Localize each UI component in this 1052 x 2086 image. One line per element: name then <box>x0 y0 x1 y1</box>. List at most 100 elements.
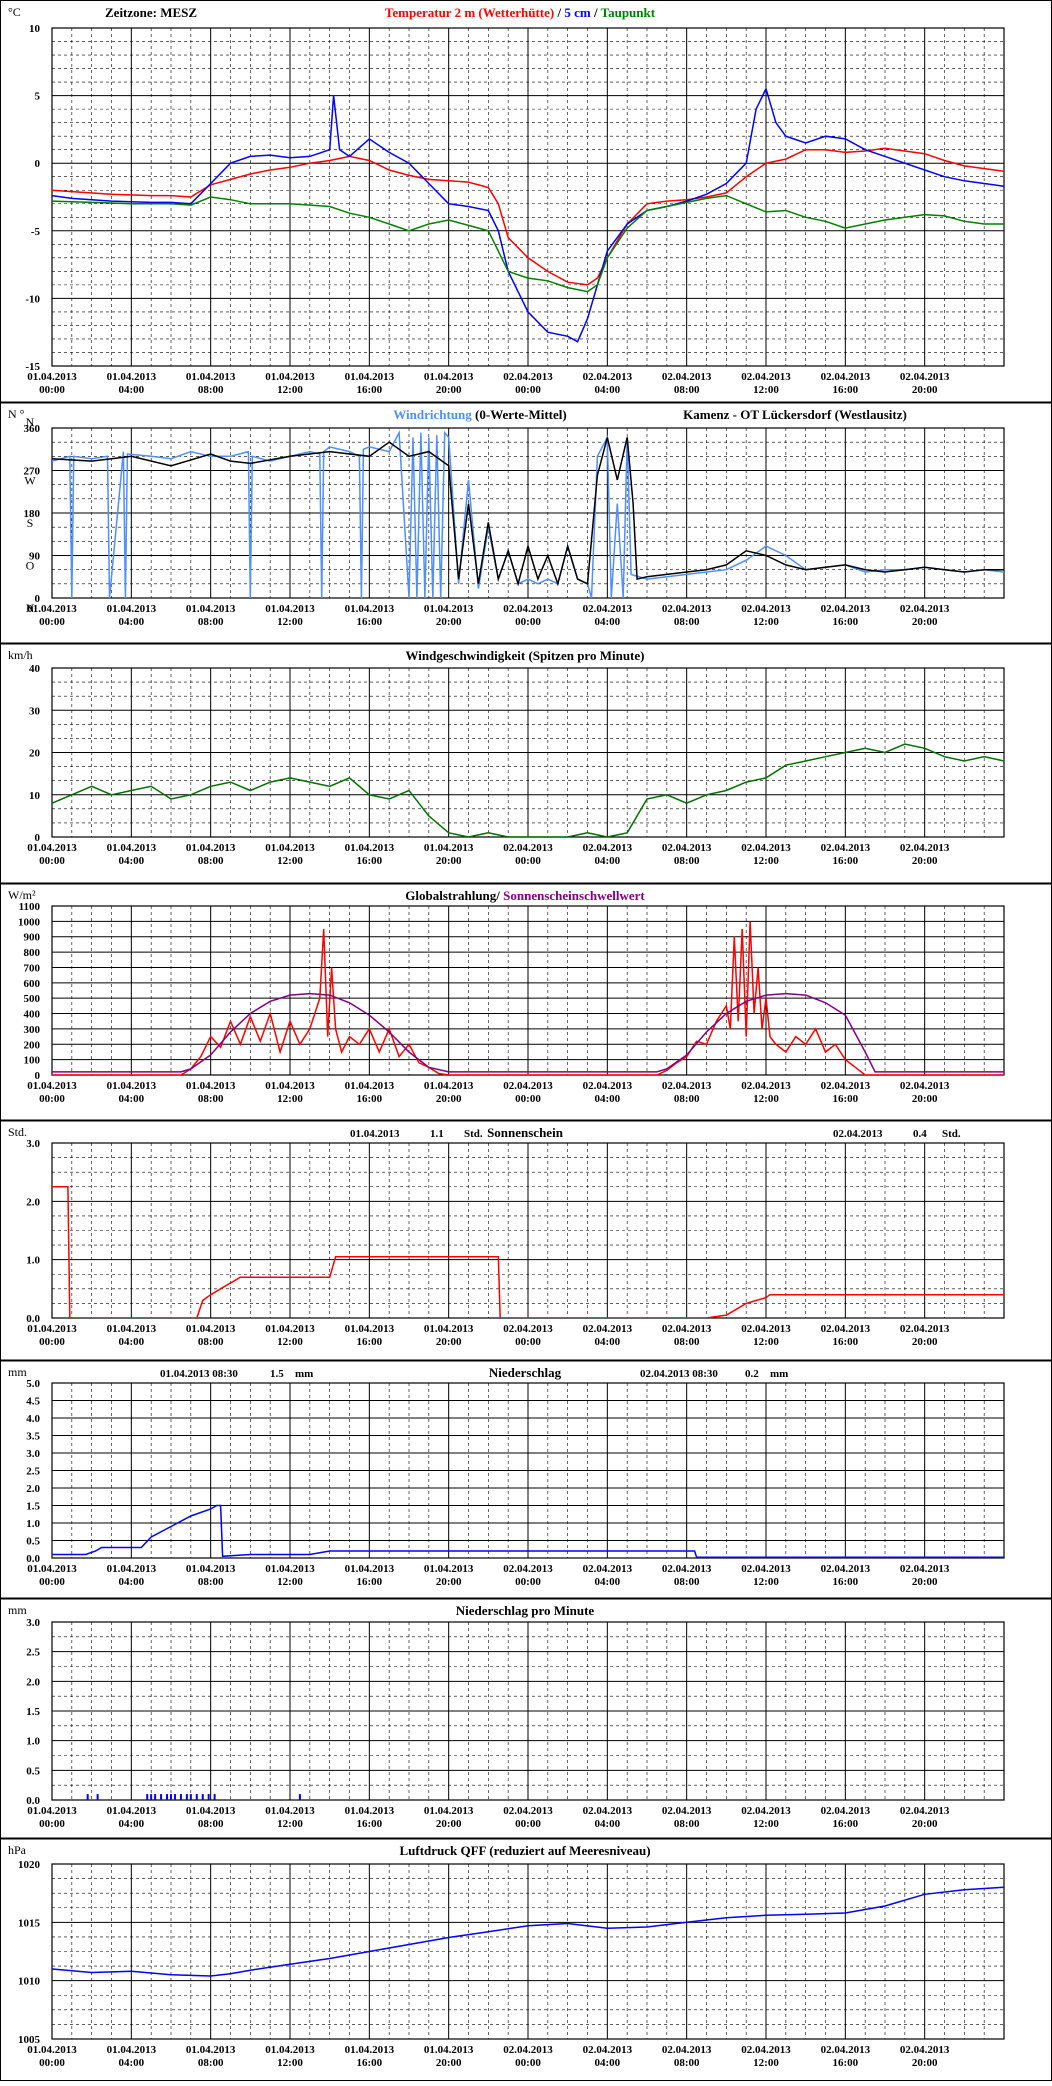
x-tick-time: 12:00 <box>277 384 303 396</box>
summary-date: 02.04.2013 08:30 <box>640 1368 718 1380</box>
x-tick-time: 04:00 <box>118 855 144 867</box>
x-tick-date: 02.04.2013 <box>503 1805 553 1817</box>
x-tick-time: 04:00 <box>594 384 620 396</box>
x-tick-time: 12:00 <box>277 1336 303 1348</box>
panel-pressure: 1020101510101005hPa01.04.201300:0001.04.… <box>0 1837 1052 2069</box>
y-tick-label: 1.0 <box>26 1518 40 1530</box>
unit-label: hPa <box>8 1843 27 1857</box>
x-tick-date: 02.04.2013 <box>900 1080 950 1092</box>
x-tick-date: 02.04.2013 <box>900 603 950 615</box>
y-tick-label: 10 <box>29 23 41 35</box>
y-tick-label: 2.0 <box>26 1483 40 1495</box>
x-tick-date: 02.04.2013 <box>900 1563 950 1575</box>
x-tick-time: 08:00 <box>198 616 224 628</box>
y-tick-label: 200 <box>24 1039 41 1051</box>
x-tick-date: 02.04.2013 <box>662 1563 712 1575</box>
x-tick-time: 20:00 <box>912 855 938 867</box>
series-line-pressure-0 <box>52 1886 1004 1977</box>
y-direction-letter: W <box>24 474 36 488</box>
x-tick-time: 20:00 <box>436 384 462 396</box>
y-tick-label: 1.0 <box>26 1255 40 1267</box>
x-tick-time: 20:00 <box>912 616 938 628</box>
plot-frame <box>51 1863 1005 2040</box>
x-tick-date: 02.04.2013 <box>503 603 553 615</box>
summary-value: 0.4 <box>913 1128 927 1140</box>
x-tick-date: 01.04.2013 <box>265 1323 315 1335</box>
y-tick-label: 0 <box>35 1070 41 1082</box>
x-tick-time: 12:00 <box>753 384 779 396</box>
x-tick-date: 01.04.2013 <box>107 603 157 615</box>
x-tick-time: 16:00 <box>356 1818 382 1830</box>
y-tick-label: 4.5 <box>26 1396 40 1408</box>
x-tick-date: 01.04.2013 <box>424 1563 474 1575</box>
x-tick-time: 16:00 <box>356 1093 382 1105</box>
x-tick-time: 00:00 <box>39 1576 65 1588</box>
summary-date: 02.04.2013 <box>833 1128 883 1140</box>
x-tick-time: 16:00 <box>356 616 382 628</box>
x-tick-time: 00:00 <box>39 2057 65 2069</box>
title-part: Windrichtung <box>393 407 472 422</box>
x-tick-date: 01.04.2013 <box>345 1805 395 1817</box>
y-tick-label: 900 <box>24 932 41 944</box>
x-tick-date: 01.04.2013 <box>186 603 236 615</box>
y-tick-label: 3.0 <box>26 1138 40 1150</box>
x-tick-date: 01.04.2013 <box>186 842 236 854</box>
x-tick-time: 20:00 <box>436 1576 462 1588</box>
x-tick-time: 12:00 <box>753 1818 779 1830</box>
x-tick-time: 04:00 <box>594 1093 620 1105</box>
y-tick-label: 10 <box>29 790 41 802</box>
x-tick-time: 00:00 <box>39 1818 65 1830</box>
x-tick-time: 12:00 <box>277 1576 303 1588</box>
x-tick-time: 04:00 <box>118 1818 144 1830</box>
title-part: Temperatur 2 m (Wetterhütte) <box>385 5 554 20</box>
x-tick-date: 02.04.2013 <box>662 1323 712 1335</box>
x-tick-time: 04:00 <box>594 1576 620 1588</box>
x-tick-date: 01.04.2013 <box>107 2044 157 2056</box>
y-tick-label: 400 <box>24 1009 41 1021</box>
series-line-wind_direction-0 <box>52 429 1004 598</box>
x-tick-time: 00:00 <box>515 1576 541 1588</box>
plot-frame <box>51 1621 1005 1801</box>
y-direction-letter: O <box>26 559 35 573</box>
x-tick-time: 00:00 <box>39 855 65 867</box>
x-tick-date: 02.04.2013 <box>503 371 553 383</box>
x-tick-time: 08:00 <box>674 1576 700 1588</box>
x-tick-time: 00:00 <box>515 855 541 867</box>
x-tick-date: 01.04.2013 <box>265 1080 315 1092</box>
x-tick-time: 08:00 <box>198 1336 224 1348</box>
panel-precipitation: 5.0 4.5 4.0 3.5 3.0 2.5 2.0 1.5 1.0 0.5 0.0 mm 01.04… <box>0 1359 1052 1588</box>
x-tick-date: 02.04.2013 <box>662 2044 712 2056</box>
x-tick-date: 02.04.2013 <box>821 2044 871 2056</box>
y-tick-label: 5 <box>35 91 41 103</box>
x-tick-time: 16:00 <box>832 384 858 396</box>
unit-label: W/m² <box>8 888 36 902</box>
x-tick-date: 01.04.2013 <box>186 2044 236 2056</box>
y-tick-label: 1100 <box>19 901 41 913</box>
x-tick-time: 12:00 <box>277 1093 303 1105</box>
y-tick-label: 0 <box>35 832 41 844</box>
x-tick-time: 12:00 <box>753 616 779 628</box>
x-tick-date: 02.04.2013 <box>583 842 633 854</box>
summary-value: 1.5 <box>270 1368 284 1380</box>
series-line-precipitation-0 <box>52 1504 1004 1558</box>
summary-unit: Std. <box>942 1128 961 1140</box>
unit-label: N ° <box>8 407 25 421</box>
x-tick-date: 02.04.2013 <box>741 603 791 615</box>
y-tick-label: 90 <box>29 551 41 563</box>
x-tick-time: 20:00 <box>912 1576 938 1588</box>
x-tick-date: 01.04.2013 <box>345 2044 395 2056</box>
x-tick-date: 02.04.2013 <box>583 371 633 383</box>
x-tick-date: 02.04.2013 <box>821 371 871 383</box>
x-tick-date: 02.04.2013 <box>821 1080 871 1092</box>
x-tick-time: 08:00 <box>674 1818 700 1830</box>
x-tick-time: 04:00 <box>594 616 620 628</box>
plot-frame <box>51 1382 1005 1559</box>
x-tick-time: 04:00 <box>594 855 620 867</box>
x-tick-date: 01.04.2013 <box>424 2044 474 2056</box>
chart-extra-label: Zeitzone: MESZ <box>105 5 197 20</box>
x-tick-time: 04:00 <box>594 1818 620 1830</box>
x-tick-date: 02.04.2013 <box>900 371 950 383</box>
y-tick-label: 300 <box>24 1024 41 1036</box>
x-tick-time: 20:00 <box>436 2057 462 2069</box>
